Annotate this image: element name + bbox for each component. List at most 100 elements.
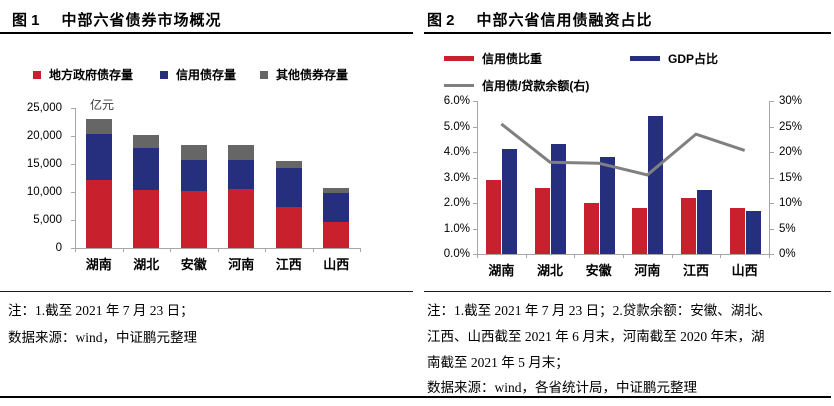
x-tick-mark [312,248,314,252]
y-axis-left-label: 2.0% [443,197,470,209]
legend-label: GDP占比 [668,52,719,66]
x-tick-mark [170,248,171,252]
y-axis-left-label: 4.0% [443,146,470,158]
y-tick-mark-left [473,254,477,255]
y-tick-mark-left [473,101,477,102]
bar-credit-share [486,180,502,254]
y-tick-mark [71,192,75,193]
y-axis-left-label: 0.0% [443,248,470,260]
y-tick-mark-right [770,126,774,128]
figure2-title-row: 图 2 中部六省信用债融资占比 [427,9,653,30]
y-axis-unit-label: 亿元 [90,98,115,112]
bar-segment [323,222,350,248]
bar-segment [228,144,255,161]
bar-segment [275,168,302,208]
y-axis-label: 0 [55,242,62,254]
bar-credit-share [535,187,550,254]
x-tick-mark [671,254,673,258]
blue-square-swatch [160,70,168,79]
legend-label: 地方政府债存量 [49,68,134,82]
blue-bar-swatch [630,56,660,61]
y-tick-mark-left [473,177,477,179]
figure1-title-rule [0,32,413,34]
legend-label: 信用债/贷款余额(右) [482,79,590,93]
y-tick-mark-left [473,228,477,230]
y-axis-label: 10,000 [26,186,62,198]
y-tick-mark [71,248,75,249]
bar-gdp-share [697,190,712,254]
legend-item-credit-bonds: 信用债存量 [160,66,236,83]
bar-credit-share [729,208,745,254]
figure1-title-row: 图 1 中部六省债券市场概况 [12,9,222,30]
y-tick-mark-right [770,203,774,204]
y-axis-line [75,108,76,249]
legend-label: 其他债券存量 [276,68,349,82]
bar-gdp-share [502,149,518,254]
y-tick-mark [71,136,75,137]
gray-square-swatch [260,70,268,79]
x-tick-mark [477,254,478,258]
y-tick-mark-right [770,228,774,230]
bar-segment [180,191,207,248]
y-axis-left-label: 5.0% [443,120,470,133]
bar-segment [85,180,112,248]
legend-item-credit-bond-share: 信用债比重 [444,50,542,67]
y-tick-mark-left [473,126,477,128]
x-tick-mark [265,248,266,252]
y-tick-mark-right [770,177,774,179]
figure1-source-line: 数据来源：wind，中证鹏元整理 [8,330,197,345]
y-tick-mark-right [770,152,774,153]
bar-segment [275,161,302,169]
category-label: 安徽 [585,263,612,278]
y-tick-mark [71,108,75,109]
y-axis-left-label: 3.0% [443,171,470,184]
x-tick-mark [525,254,527,258]
category-label: 安徽 [180,257,207,272]
legend-item-other-bonds: 其他债券存量 [260,66,348,83]
figure2-note-line3: 南截至 2021 年 5 月末； [427,355,569,370]
figure2-number: 图 2 [427,12,455,29]
bar-gdp-share [648,116,664,254]
x-tick-mark [360,248,361,252]
y-axis-left-label: 1.0% [443,222,470,235]
y-axis-right-label: 5% [779,222,796,235]
y-tick-mark-left [473,152,477,153]
figure2-note-line1: 注：1.截至 2021 年 7 月 23 日；2.贷款余额：安徽、湖北、 [427,303,772,318]
red-bar-swatch [444,56,474,61]
bar-segment [85,118,112,134]
y-tick-mark [71,220,75,221]
y-axis-right-label: 15% [779,171,803,184]
x-tick-mark [623,254,624,258]
x-tick-mark [217,248,219,252]
legend-item-gdp-share: GDP占比 [630,50,718,67]
bar-credit-share [681,197,696,254]
bar-segment [323,187,350,193]
bar-segment [180,144,207,161]
bar-segment [228,188,255,248]
x-tick-mark [769,254,770,258]
legend-label: 信用债比重 [482,52,543,66]
gray-line-swatch [444,84,474,87]
bar-gdp-share [599,157,615,254]
y-axis-label: 25,000 [26,102,62,114]
legend-item-credit-to-loan-ratio: 信用债/贷款余额(右) [444,77,589,94]
category-label: 湖南 [85,257,112,272]
y-axis-label: 5,000 [33,214,62,226]
x-tick-mark [122,248,124,252]
bar-segment [323,192,350,223]
bar-segment [133,147,160,191]
bar-credit-share [632,208,648,254]
figure2-title: 中部六省信用债融资占比 [476,12,653,29]
legend-label: 信用债存量 [176,68,237,82]
bar-segment [133,190,160,248]
figure2-title-rule [424,32,831,34]
category-label: 湖北 [133,257,160,272]
y-axis-left-line [477,101,478,255]
credit-to-loan-line [500,122,746,177]
y-axis-right-label: 30% [779,95,803,107]
y-tick-mark [71,164,75,165]
y-axis-label: 20,000 [26,130,62,142]
y-axis-right-label: 0% [779,248,796,260]
bar-segment [228,160,255,189]
